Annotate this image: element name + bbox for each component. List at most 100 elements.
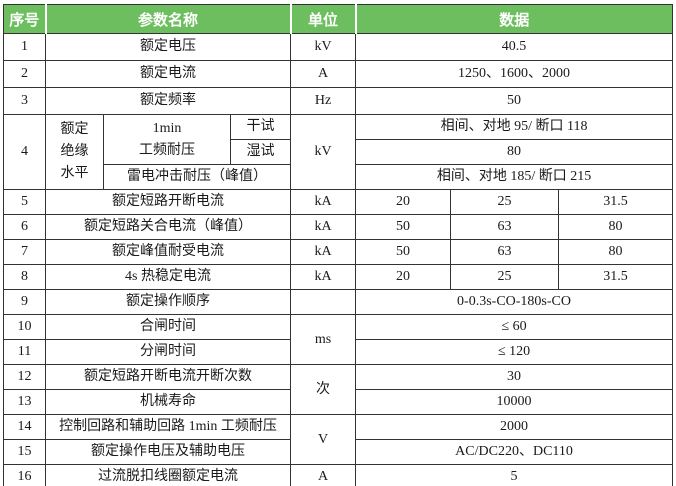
row-no: 1 <box>3 33 46 61</box>
table-row: 11 分闸时间 ≤ 120 <box>3 339 674 365</box>
table-row: 7 额定峰值耐受电流 kA 50 63 80 <box>3 239 674 265</box>
unit-cell: V <box>290 414 357 465</box>
row-no: 13 <box>3 389 46 415</box>
param-name: 额定电压 <box>44 33 292 61</box>
param-name: 合闸时间 <box>44 314 292 340</box>
row-no: 9 <box>3 289 46 315</box>
row-no: 8 <box>3 264 46 290</box>
data-value: ≤ 60 <box>355 314 674 340</box>
data-value: 0-0.3s-CO-180s-CO <box>355 289 674 315</box>
table-row: 5 额定短路开断电流 kA 20 25 31.5 <box>3 189 674 215</box>
table-header-row: 序号 参数名称 单位 数据 <box>3 4 674 34</box>
unit-cell: kA <box>290 214 357 240</box>
data-value-1: 50 <box>355 239 452 265</box>
header-col-param: 参数名称 <box>44 4 292 34</box>
table-row: 1 额定电压 kV 40.5 <box>3 33 674 61</box>
wet-test-value: 80 <box>355 139 674 165</box>
param-name: 额定电流 <box>44 60 292 88</box>
unit-cell: kV <box>290 33 357 61</box>
row-no: 4 <box>3 114 46 190</box>
data-value: 10000 <box>355 389 674 415</box>
param-name: 额定操作电压及辅助电压 <box>44 439 292 465</box>
data-value-2: 63 <box>450 239 560 265</box>
param-name: 额定短路关合电流（峰值） <box>44 214 292 240</box>
data-value-1: 50 <box>355 214 452 240</box>
data-value: 1250、1600、2000 <box>355 60 674 88</box>
unit-cell: A <box>290 60 357 88</box>
wet-test-label: 湿试 <box>229 139 292 165</box>
data-value-3: 80 <box>558 214 674 240</box>
unit-cell: A <box>290 464 357 486</box>
table-row: 8 4s 热稳定电流 kA 20 25 31.5 <box>3 264 674 290</box>
data-value-2: 25 <box>450 189 560 215</box>
unit-cell: 次 <box>290 364 357 415</box>
data-value-1: 20 <box>355 264 452 290</box>
row-no: 2 <box>3 60 46 88</box>
param-name: 控制回路和辅助回路 1min 工频耐压 <box>44 414 292 440</box>
data-value: 5 <box>355 464 674 486</box>
param-name: 额定峰值耐受电流 <box>44 239 292 265</box>
dry-test-value: 相间、对地 95/ 断口 118 <box>355 114 674 140</box>
unit-cell: kV <box>290 114 357 190</box>
unit-cell: kA <box>290 239 357 265</box>
data-value-3: 80 <box>558 239 674 265</box>
insulation-level-label: 额定 绝缘 水平 <box>45 114 104 190</box>
data-value-3: 31.5 <box>558 189 674 215</box>
dry-test-label: 干试 <box>229 114 292 140</box>
table-row: 3 额定频率 Hz 50 <box>3 87 674 115</box>
row-no: 11 <box>3 339 46 365</box>
table-row: 16 过流脱扣线圈额定电流 A 5 <box>3 464 674 486</box>
unit-cell: Hz <box>290 87 357 115</box>
unit-cell: kA <box>290 189 357 215</box>
table-row: 12 额定短路开断电流开断次数 次 30 <box>3 364 674 415</box>
table-row: 15 额定操作电压及辅助电压 AC/DC220、DC110 <box>3 439 674 465</box>
table-row: 10 合闸时间 ms ≤ 60 <box>3 314 674 365</box>
row-no: 3 <box>3 87 46 115</box>
data-value: ≤ 120 <box>355 339 674 365</box>
header-col-unit: 单位 <box>289 4 357 34</box>
table-row: 14 控制回路和辅助回路 1min 工频耐压 V 2000 <box>3 414 674 465</box>
data-value-1: 20 <box>355 189 452 215</box>
param-name: 过流脱扣线圈额定电流 <box>44 464 292 486</box>
unit-cell: ms <box>290 314 357 365</box>
param-name: 额定操作顺序 <box>44 289 292 315</box>
param-name: 分闸时间 <box>44 339 292 365</box>
data-value-2: 25 <box>450 264 560 290</box>
header-col-data: 数据 <box>354 4 674 34</box>
param-name: 机械寿命 <box>44 389 292 415</box>
table-row-insulation-lightning: 雷电冲击耐压（峰值） 相间、对地 185/ 断口 215 <box>4 164 674 190</box>
data-value-2: 63 <box>450 214 560 240</box>
row-no: 10 <box>3 314 46 340</box>
parameter-spec-table: 序号 参数名称 单位 数据 1 额定电压 kV 40.5 2 额定电流 A 12… <box>3 4 674 486</box>
row-no: 7 <box>3 239 46 265</box>
data-value-3: 31.5 <box>558 264 674 290</box>
unit-cell: kA <box>290 264 357 290</box>
row-no: 15 <box>3 439 46 465</box>
row-no: 5 <box>3 189 46 215</box>
row-no: 16 <box>3 464 46 486</box>
row-no: 12 <box>3 364 46 390</box>
table-row-insulation-wet: 湿试 80 <box>4 139 674 165</box>
data-value: AC/DC220、DC110 <box>355 439 674 465</box>
lightning-impulse-value: 相间、对地 185/ 断口 215 <box>355 164 674 190</box>
param-name: 额定短路开断电流开断次数 <box>44 364 292 390</box>
param-name: 额定短路开断电流 <box>44 189 292 215</box>
unit-cell <box>290 289 357 315</box>
header-col-no: 序号 <box>3 4 47 34</box>
param-name: 4s 热稳定电流 <box>44 264 292 290</box>
power-freq-withstand-label: 1min 工频耐压 <box>103 114 231 165</box>
table-row: 2 额定电流 A 1250、1600、2000 <box>3 60 674 88</box>
lightning-impulse-label: 雷电冲击耐压（峰值） <box>102 164 292 190</box>
data-value: 2000 <box>355 414 674 440</box>
row-no: 6 <box>3 214 46 240</box>
row-no: 14 <box>3 414 46 440</box>
data-value: 30 <box>355 364 674 390</box>
param-name: 额定频率 <box>44 87 292 115</box>
data-value: 50 <box>355 87 674 115</box>
table-row: 13 机械寿命 10000 <box>3 389 674 415</box>
table-row-insulation-dry: 4 额定 绝缘 水平 1min 工频耐压 干试 kV 相间、对地 95/ 断口 … <box>3 114 674 190</box>
table-row: 9 额定操作顺序 0-0.3s-CO-180s-CO <box>3 289 674 315</box>
table-row: 6 额定短路关合电流（峰值） kA 50 63 80 <box>3 214 674 240</box>
data-value: 40.5 <box>355 33 674 61</box>
